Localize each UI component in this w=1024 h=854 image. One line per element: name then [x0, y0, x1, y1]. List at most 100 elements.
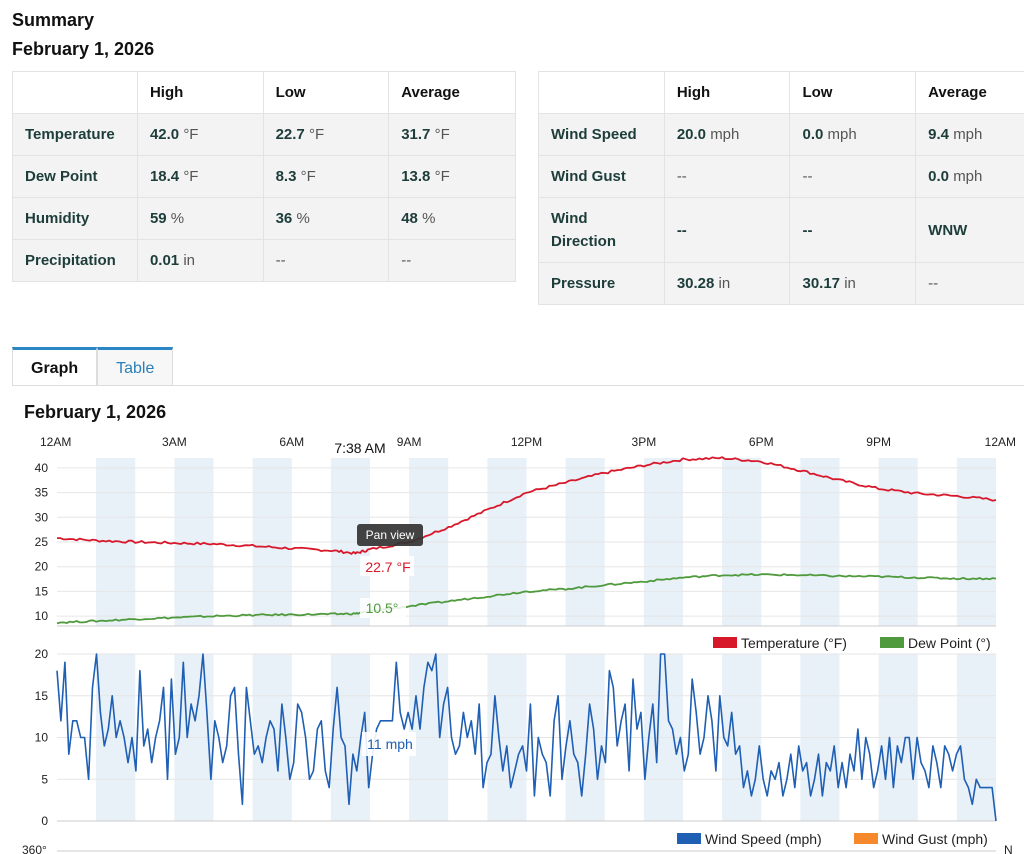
unit: mph: [710, 126, 740, 143]
value: --: [928, 275, 939, 292]
value: --: [676, 168, 687, 185]
table-row: Temperature 42.0 °F 22.7 °F 31.7 °F: [12, 113, 516, 156]
legend-wind-gust[interactable]: Wind Gust (mph): [854, 831, 988, 847]
header-low: Low: [262, 71, 390, 114]
header-average: Average: [915, 71, 1024, 114]
dew-point-value-label: 10.5°: [366, 600, 399, 616]
header-average: Average: [388, 71, 516, 114]
time-axis: 12AM 3AM 6AM 9AM 12PM 3PM 6PM 9PM 12AM: [40, 435, 1016, 449]
tab-divider: [12, 385, 1024, 386]
tooltip-box: [357, 524, 423, 546]
y-tick-label: 40: [35, 461, 49, 475]
y-tick-label: 20: [35, 647, 49, 661]
precipitation-low: --: [262, 239, 390, 282]
wind-gust-average: 0.0 mph: [915, 155, 1024, 198]
legend-wind-speed[interactable]: Wind Speed (mph): [677, 831, 822, 847]
legend-swatch: [713, 637, 737, 648]
tooltip-text: Pan view: [366, 528, 415, 542]
table-row: Dew Point 18.4 °F 8.3 °F 13.8 °F: [12, 155, 516, 198]
wind-direction-average: WNW: [915, 197, 1024, 263]
table-row: Pressure 30.28 in 30.17 in --: [538, 262, 1024, 305]
unit: °F: [434, 126, 450, 143]
dew-point-high: 18.4 °F: [136, 155, 264, 198]
dew-point-average: 13.8 °F: [388, 155, 516, 198]
value: --: [275, 252, 286, 269]
legend-label: Wind Speed (mph): [705, 831, 822, 847]
humidity-high: 59 %: [136, 197, 264, 240]
value: --: [802, 168, 813, 185]
weather-graph[interactable]: 12AM 3AM 6AM 9AM 12PM 3PM 6PM 9PM 12AM 10 15 20 25 3…: [0, 428, 1024, 854]
temp-label-bg: [360, 556, 414, 576]
unit: mph: [827, 126, 857, 143]
value: 0.0: [928, 168, 950, 185]
unit: °F: [434, 168, 450, 185]
table-header-row: High Low Average: [538, 71, 1024, 114]
pressure-low: 30.17 in: [789, 262, 917, 305]
y-tick-label: 10: [35, 609, 49, 623]
table-row: Precipitation 0.01 in -- --: [12, 239, 516, 282]
view-tabs: Graph Table: [12, 347, 174, 386]
y-tick-label: 35: [35, 486, 49, 500]
wind-direction-high: --: [663, 197, 791, 263]
header-low: Low: [789, 71, 917, 114]
unit: in: [844, 275, 856, 292]
dew-label-bg: [360, 598, 406, 618]
grid-lines: [57, 467, 996, 852]
unit: °F: [300, 168, 316, 185]
value: --: [401, 252, 412, 269]
value: WNW: [928, 221, 968, 239]
wind-speed-average: 9.4 mph: [915, 113, 1024, 156]
x-tick-label: 12AM: [985, 435, 1016, 449]
value: 48: [401, 210, 418, 227]
legend-swatch: [677, 833, 701, 844]
dew-point-low: 8.3 °F: [262, 155, 390, 198]
header-high: High: [136, 71, 264, 114]
value: 18.4: [149, 168, 180, 185]
tab-graph[interactable]: Graph: [12, 347, 98, 386]
value: 30.28: [676, 275, 715, 292]
wind-speed-low: 0.0 mph: [789, 113, 917, 156]
wind-gust-low: --: [789, 155, 917, 198]
temperature-y-axis: 10 15 20 25 30 35 40: [35, 461, 49, 623]
legend-swatch: [854, 833, 878, 844]
pan-view-tooltip[interactable]: Pan view: [357, 524, 423, 546]
graph-title: February 1, 2026: [24, 402, 167, 422]
temperature-value-label: 22.7 °F: [365, 559, 410, 575]
wind-gust-high: --: [663, 155, 791, 198]
value: 30.17: [802, 275, 841, 292]
value: --: [802, 221, 813, 239]
unit: °F: [183, 168, 199, 185]
temperature-average: 31.7 °F: [388, 113, 516, 156]
pressure-high: 30.28 in: [663, 262, 791, 305]
unit: %: [170, 210, 185, 227]
value: 36: [275, 210, 293, 227]
legend-temperature[interactable]: Temperature (°F): [713, 635, 847, 651]
legend-dew-point[interactable]: Dew Point (°): [880, 635, 991, 651]
y-tick-label: 10: [35, 731, 49, 745]
header-empty: [12, 71, 138, 114]
value: 22.7: [275, 126, 305, 143]
unit: %: [422, 210, 436, 227]
value: 20.0: [676, 126, 707, 143]
value: 0.0: [802, 126, 824, 143]
legend-label: Temperature (°F): [741, 635, 847, 651]
unit: °F: [183, 126, 199, 143]
label-line: Wind: [551, 210, 588, 227]
unit: °F: [308, 126, 325, 143]
table-row: Wind Gust -- -- 0.0 mph: [538, 155, 1024, 198]
summary-date: February 1, 2026: [12, 39, 155, 59]
y-tick-label: 20: [35, 560, 49, 574]
precipitation-high: 0.01 in: [136, 239, 264, 282]
value: 8.3: [275, 168, 297, 185]
wind-speed-value-label: 11 mph: [367, 736, 413, 752]
tab-table[interactable]: Table: [97, 347, 174, 386]
x-tick-label: 12PM: [511, 435, 542, 449]
wind-speed-line: [56, 653, 997, 822]
series-lines: [56, 456, 997, 822]
table-header-row: High Low Average: [12, 71, 516, 114]
label-line: Direction: [551, 233, 617, 250]
header-empty: [538, 71, 665, 114]
table-row: Wind Direction -- -- WNW: [538, 197, 1024, 263]
wind-direction-axis-top-label: 360°: [22, 843, 47, 854]
temperature-high: 42.0 °F: [136, 113, 264, 156]
